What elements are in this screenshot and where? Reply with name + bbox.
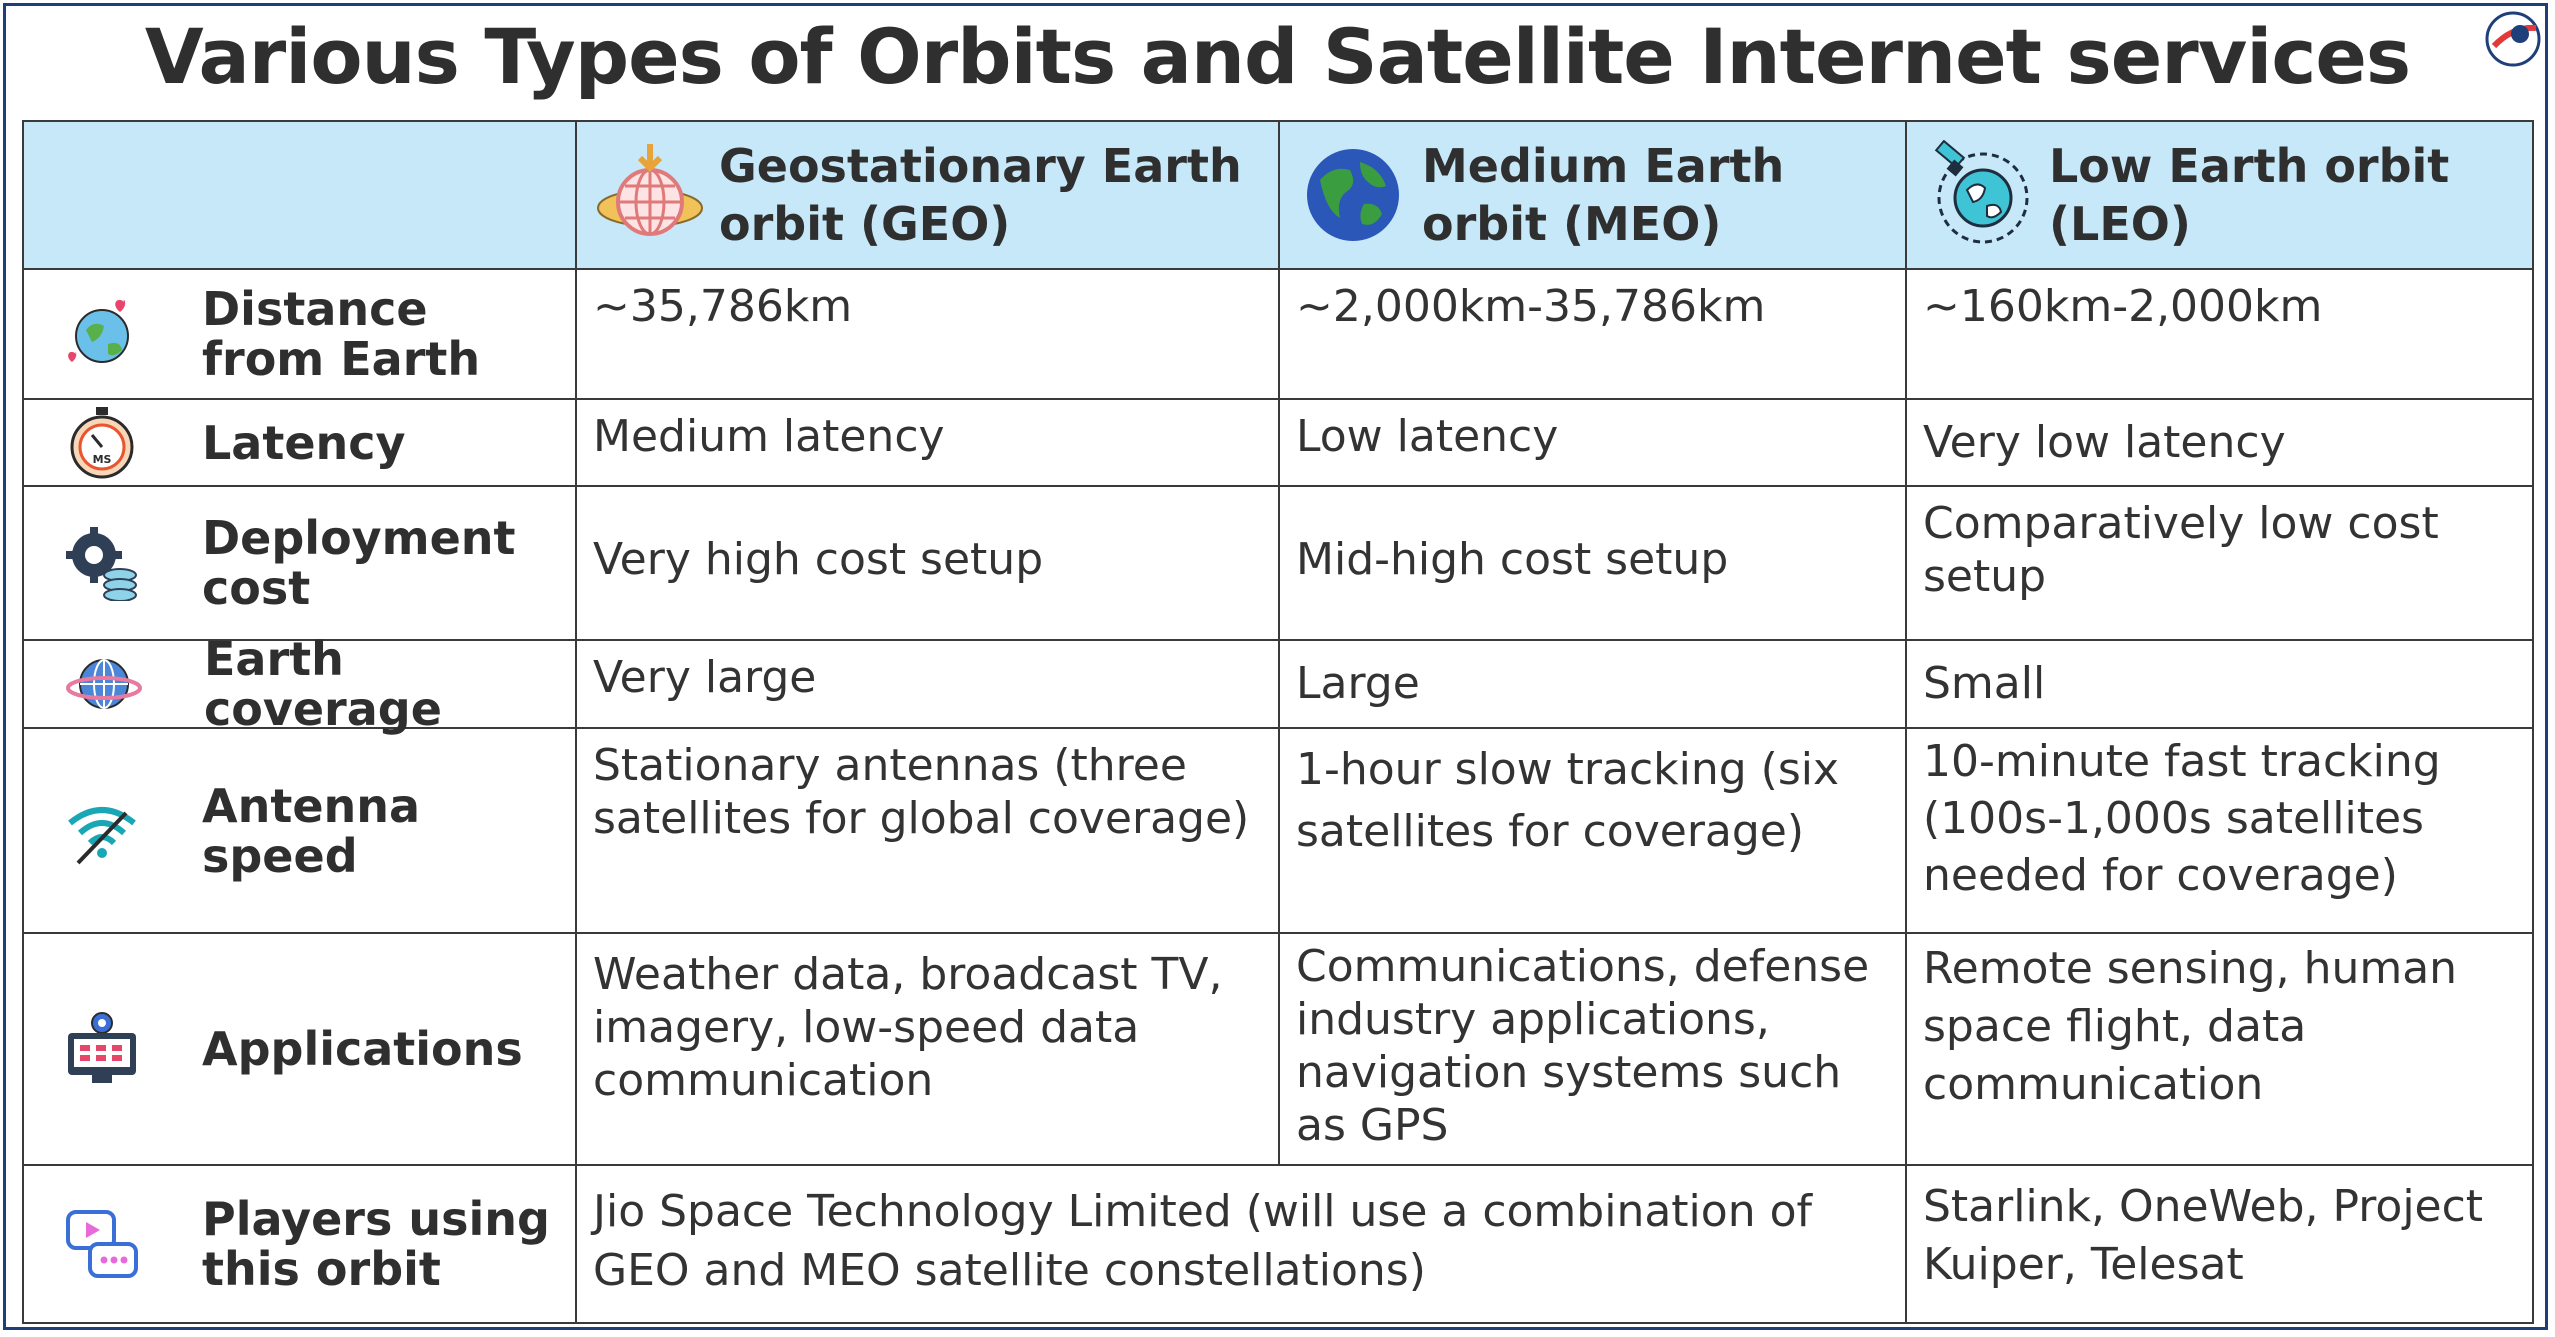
orbit-comparison-table: Geostationary Earth orbit (GEO) Medium E… [22,120,2534,1324]
cell-leo-latency: Very low latency [1923,417,2286,468]
cell-geo-meo-players: Jio Space Technology Limited (will use a… [593,1186,1812,1296]
earth-globe-icon [1307,149,1399,241]
cell-geo-distance: ~35,786km [593,281,853,332]
row-label-latency: Latency [202,415,406,470]
header-leo: Low Earth orbit (LEO) [1905,120,2534,270]
cell-geo-antenna: Stationary antennas (three satellites fo… [593,740,1250,844]
header-geo-label: Geostationary Earth orbit (GEO) [719,139,1242,251]
table-row: Applications Weather data, broadcast TV,… [22,932,2534,1166]
earth-hearts-icon [68,299,129,363]
cell-geo-coverage: Very large [593,652,817,703]
row-header-latency: MS Latency [22,398,577,487]
header-empty-cell [22,120,577,270]
cell-meo-latency: Low latency [1296,411,1559,462]
row-label-deployment: Deployment cost [202,511,516,615]
header-geo: Geostationary Earth orbit (GEO) [575,120,1280,270]
row-label-antenna: Antenna speed [202,778,421,883]
outer-frame [3,3,2548,1330]
svg-text:MS: MS [93,453,112,466]
row-header-antenna: Antenna speed [22,727,577,934]
cell-leo-distance: ~160km-2,000km [1923,281,2323,332]
table-row: Distance from Earth ~35,786km ~2,000km-3… [22,268,2534,400]
row-label-distance: Distance from Earth [202,282,481,386]
page-title: Various Types of Orbits and Satellite In… [144,12,2411,101]
header-leo-label: Low Earth orbit (LEO) [2049,139,2450,251]
cell-leo-antenna: 10-minute fast tracking (100s-1,000s sat… [1923,736,2441,901]
satellite-orbit-icon [1934,140,2029,244]
row-header-coverage: Earth coverage [22,634,577,734]
stopwatch-ms-icon: MS [70,406,134,478]
row-header-deployment: Deployment cost [22,485,577,641]
monitor-gear-icon [68,1012,136,1083]
cell-meo-coverage: Large [1296,658,1420,709]
cell-leo-applications: Remote sensing, human space flight, data… [1923,943,2458,1110]
wifi-signal-icon [68,806,136,864]
brand-logo-icon [2485,11,2541,67]
table-row: Players using this orbit Jio Space Techn… [22,1164,2534,1324]
cell-geo-deployment: Very high cost setup [593,533,1044,585]
ringed-globe-icon [66,659,142,709]
header-meo: Medium Earth orbit (MEO) [1278,120,1907,270]
cell-meo-deployment: Mid-high cost setup [1296,533,1729,585]
geo-globe-ring-icon [597,144,703,236]
cell-leo-players: Starlink, OneWeb, Project Kuiper, Telesa… [1923,1181,2484,1290]
table-header-row: Geostationary Earth orbit (GEO) Medium E… [22,120,2534,270]
cell-leo-deployment: Comparatively low cost setup [1923,498,2439,602]
gear-coins-icon [66,527,137,601]
table-row: Deployment cost Very high cost setup Mid… [22,485,2534,641]
header-meo-label: Medium Earth orbit (MEO) [1422,139,1785,251]
row-label-coverage: Earth coverage [204,632,442,736]
chat-video-icon [66,1210,138,1278]
table-row: Earth coverage Very large Large Small [22,634,2534,734]
row-header-distance: Distance from Earth [22,268,577,400]
row-label-players: Players using this orbit [202,1192,550,1296]
row-header-players: Players using this orbit [22,1164,577,1324]
table-row: MS Latency Medium latency Low latency Ve… [22,398,2534,487]
row-header-applications: Applications [22,932,577,1166]
row-label-applications: Applications [202,1022,523,1076]
cell-geo-latency: Medium latency [593,411,945,462]
cell-geo-applications: Weather data, broadcast TV, imagery, low… [593,949,1223,1106]
table-row: Antenna speed Stationary antennas (three… [22,727,2534,934]
cell-meo-applications: Communications, defense industry applica… [1296,941,1870,1151]
cell-leo-coverage: Small [1923,658,2046,709]
cell-meo-antenna: 1-hour slow tracking (six satellites for… [1296,744,1840,857]
cell-meo-distance: ~2,000km-35,786km [1296,281,1766,332]
